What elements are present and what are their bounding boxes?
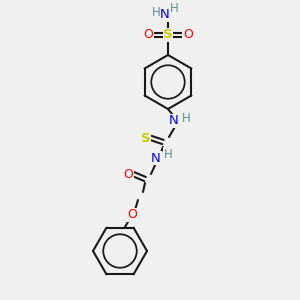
- Text: S: S: [163, 28, 173, 41]
- Text: N: N: [151, 152, 161, 164]
- Text: H: H: [182, 112, 190, 124]
- Text: H: H: [164, 148, 172, 160]
- Text: S: S: [141, 131, 151, 145]
- Text: H: H: [169, 2, 178, 16]
- Text: O: O: [143, 28, 153, 41]
- Text: N: N: [169, 115, 179, 128]
- Text: O: O: [127, 208, 137, 221]
- Text: H: H: [152, 7, 160, 20]
- Text: O: O: [183, 28, 193, 41]
- Text: O: O: [123, 167, 133, 181]
- Text: N: N: [160, 8, 170, 22]
